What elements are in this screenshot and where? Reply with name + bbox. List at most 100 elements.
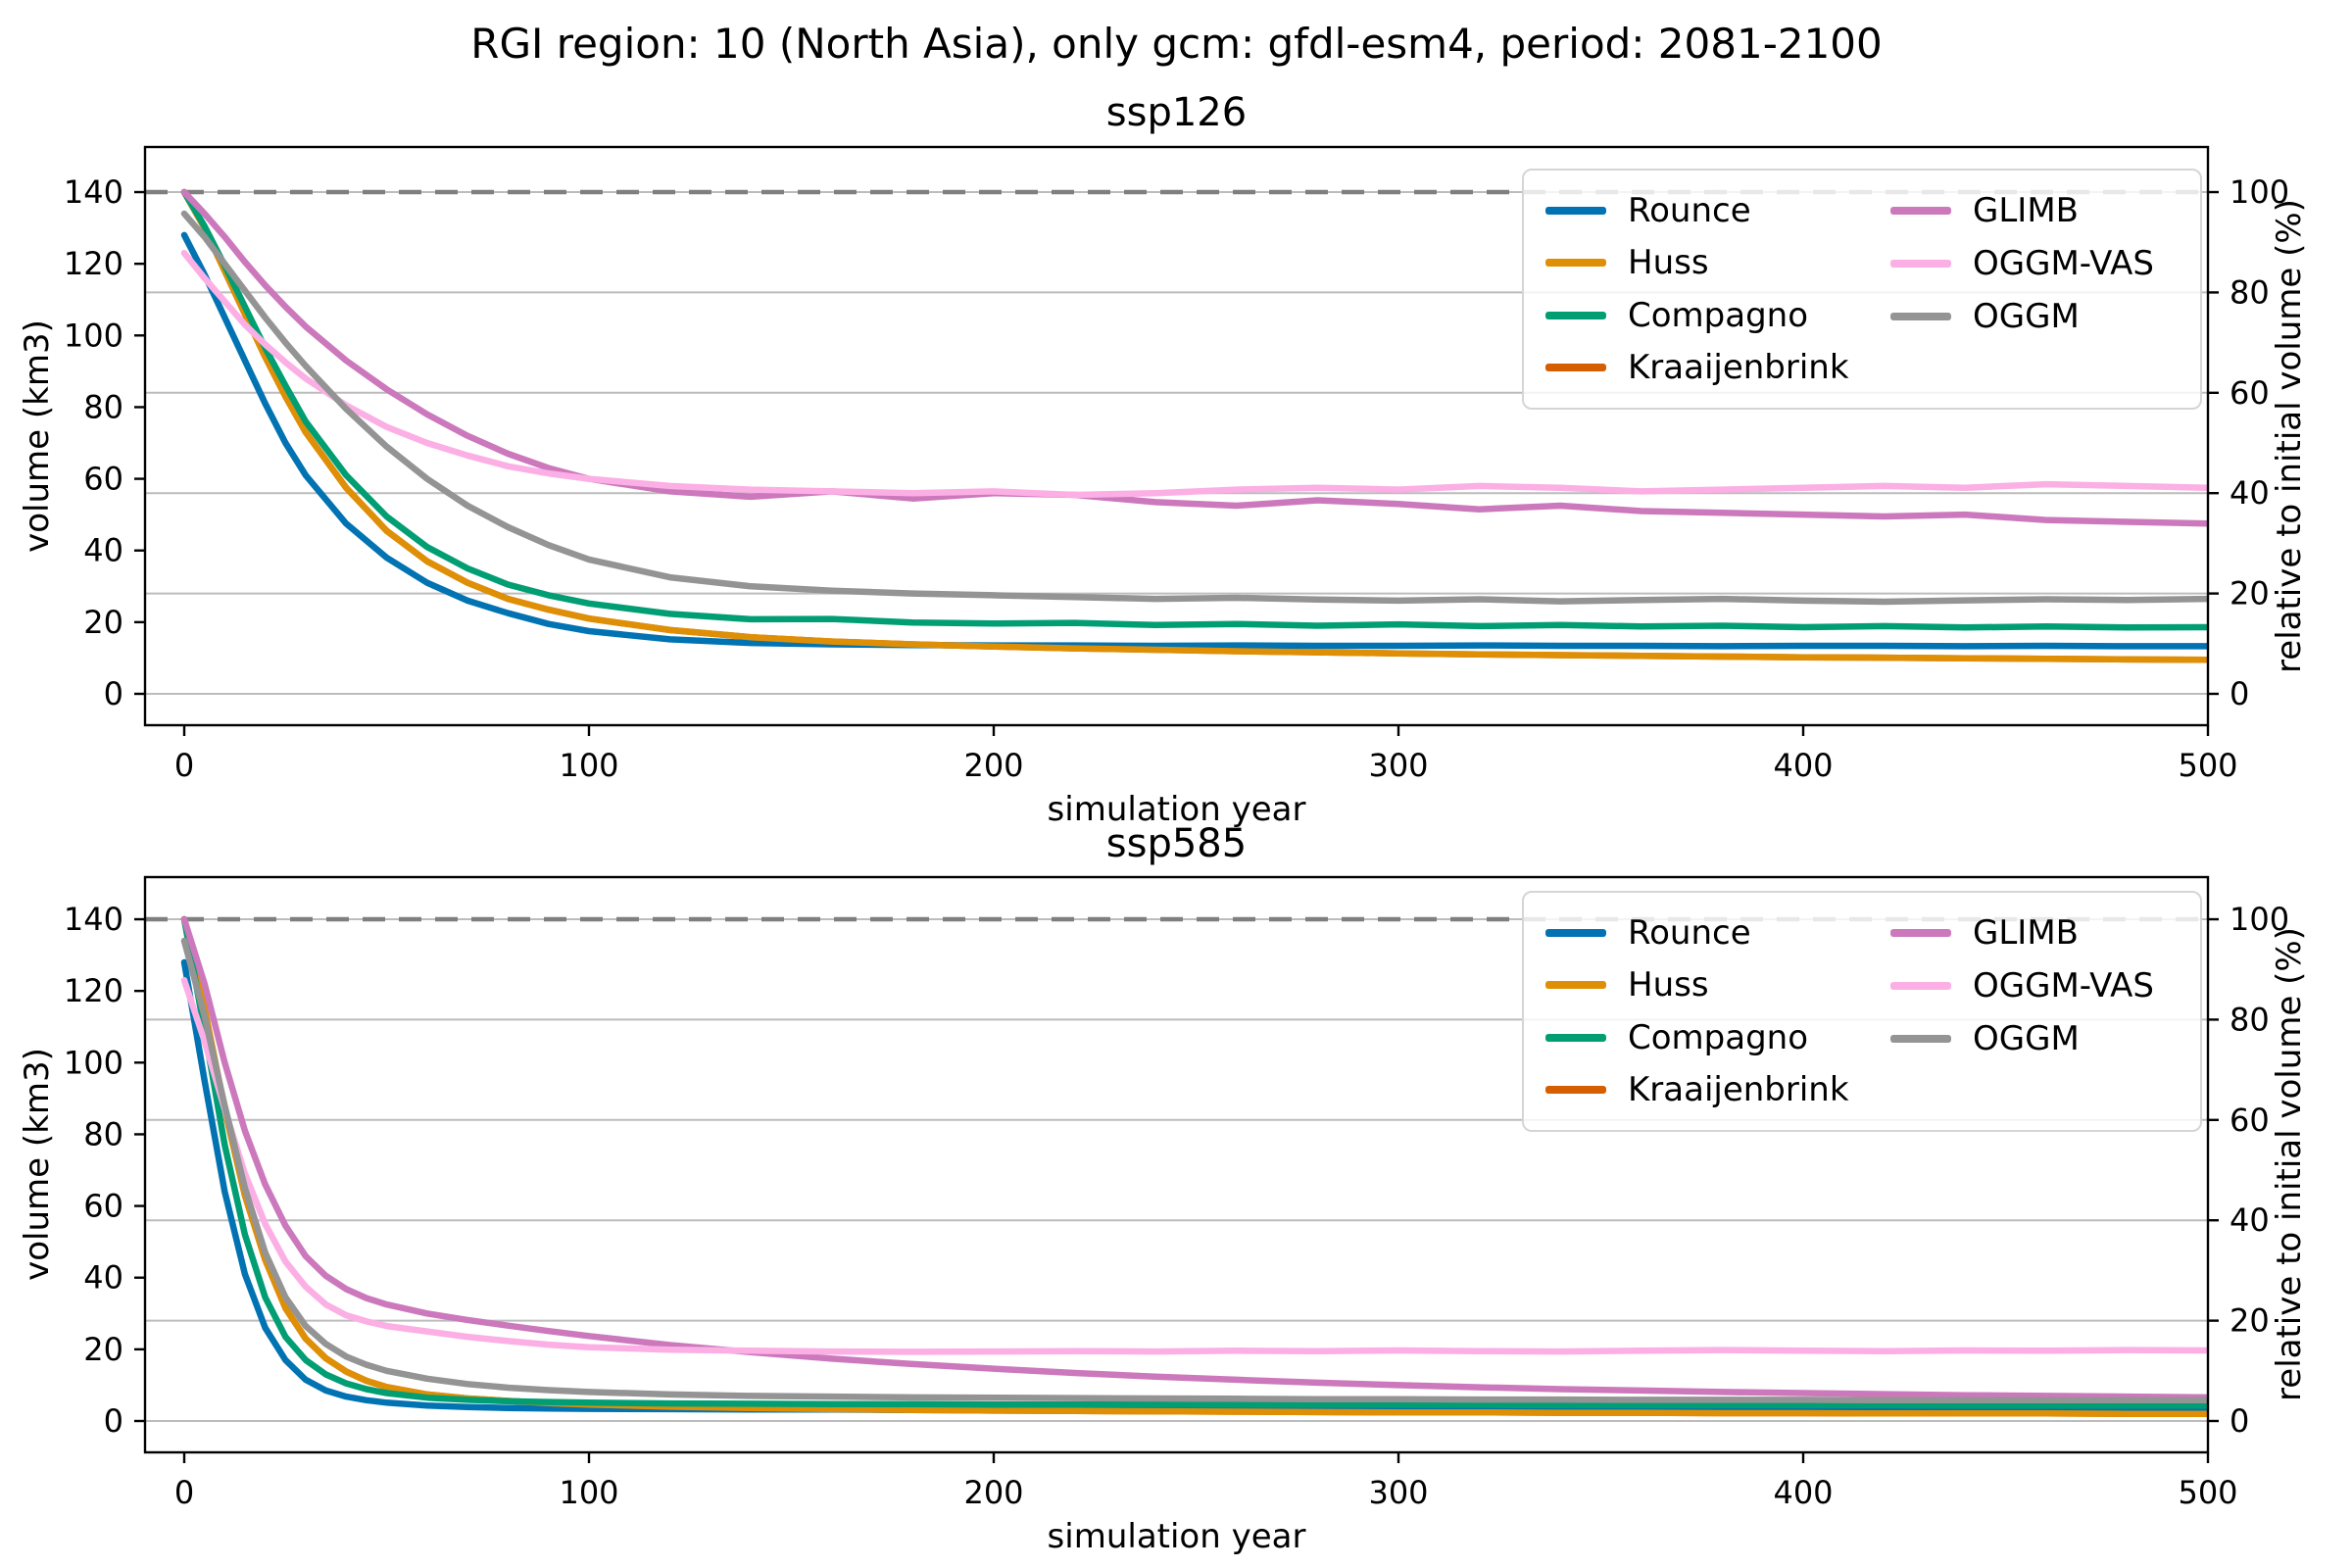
legend-label: Huss [1628, 243, 1709, 283]
tick-label: 20 [83, 1331, 123, 1368]
tick-label: 80 [83, 1115, 123, 1152]
legend-item-oggm-vas: OGGM-VAS [1890, 959, 2184, 1012]
tick-label: 0 [104, 675, 123, 712]
tick-label: 100 [64, 317, 123, 354]
figure-title: RGI region: 10 (North Asia), only gcm: g… [470, 20, 1883, 68]
legend-label: OGGM [1973, 1019, 2080, 1058]
tick-label: 60 [2230, 374, 2270, 412]
legend-label: Kraaijenbrink [1628, 348, 1849, 388]
legend-item-oggm: OGGM [1890, 1012, 2184, 1065]
legend-item-kraaijenbrink: Kraaijenbrink [1545, 342, 1890, 395]
legend-label: Huss [1628, 965, 1709, 1005]
legend-item-glimb: GLIMB [1890, 184, 2184, 237]
tick-label: 500 [2178, 1474, 2237, 1511]
tick-label: 0 [174, 747, 194, 784]
tick-label: 40 [83, 532, 123, 569]
tick-label: 120 [64, 972, 123, 1009]
legend-item-huss: Huss [1545, 237, 1890, 290]
kraaijenbrink-line-swatch [1545, 364, 1606, 372]
tick-label: 80 [2230, 1001, 2270, 1038]
chart-ssp585: 0 20 40 60 80 100 120 140 0 20 40 60 80 100 0 100 200 300… [64, 875, 2289, 1511]
tick-label: 20 [2230, 1302, 2270, 1340]
tick-label: 0 [2230, 675, 2249, 712]
series-line-oggm [180, 937, 2208, 1404]
legend-label: GLIMB [1973, 191, 2079, 230]
legend-label: Kraaijenbrink [1628, 1070, 1849, 1110]
series-line-huss [180, 915, 2208, 1417]
tick-label: 300 [1368, 1474, 1428, 1511]
chart-ssp126: 0 20 40 60 80 100 120 140 0 20 40 60 80 100 0 100 200 300… [64, 145, 2289, 784]
series-line-compagno [180, 188, 2208, 631]
legend-item-oggm-vas: OGGM-VAS [1890, 237, 2184, 290]
legend-label: OGGM-VAS [1973, 244, 2154, 283]
legend-bottom: Rounce Huss Compagno Kraaijenbrink GLIMB… [1522, 891, 2202, 1132]
subplot-title-ssp585: ssp585 [1105, 821, 1248, 866]
huss-line-swatch [1545, 259, 1606, 268]
tick-label: 60 [2230, 1102, 2270, 1139]
legend-label: Rounce [1628, 190, 1751, 230]
legend-item-compagno: Compagno [1545, 289, 1890, 342]
tick-label: 500 [2178, 747, 2237, 784]
rounce-line-swatch [1545, 206, 1606, 215]
tick-label: 40 [83, 1259, 123, 1297]
series-line-oggm-vas [180, 976, 2208, 1355]
legend-label: Rounce [1628, 912, 1751, 953]
legend-item-huss: Huss [1545, 959, 1890, 1012]
tick-label: 200 [963, 1474, 1023, 1511]
legend-label: Compagno [1628, 1017, 1809, 1057]
y-axis-label-right-top: relative to initial volume (%) [2270, 199, 2309, 673]
y-axis-label-left-top: volume (km3) [18, 319, 57, 553]
tick-label: 140 [64, 901, 123, 938]
oggm-line-swatch [1890, 1035, 1951, 1043]
legend-item-rounce: Rounce [1545, 906, 1890, 959]
tick-label: 60 [83, 461, 123, 498]
x-axis-label-bottom: simulation year [1047, 1517, 1306, 1556]
compagno-line-swatch [1545, 311, 1606, 319]
glimb-line-swatch [1890, 207, 1951, 215]
tick-label: 0 [174, 1474, 194, 1511]
tick-label: 40 [2230, 1201, 2270, 1239]
tick-label: 0 [104, 1402, 123, 1440]
oggm-line-swatch [1890, 313, 1951, 320]
tick-label: 120 [64, 245, 123, 282]
series-line-huss [180, 188, 2208, 663]
tick-label: 100 [64, 1044, 123, 1081]
tick-label: 20 [83, 604, 123, 641]
tick-label: 80 [2230, 273, 2270, 311]
legend-item-kraaijenbrink: Kraaijenbrink [1545, 1064, 1890, 1117]
tick-label: 100 [559, 747, 618, 784]
tick-label: 400 [1773, 1474, 1833, 1511]
tick-label: 140 [64, 173, 123, 211]
tick-label: 40 [2230, 474, 2270, 512]
series-line-oggm [180, 210, 2208, 606]
tick-label: 80 [83, 388, 123, 425]
tick-label: 60 [83, 1188, 123, 1225]
legend-label: Compagno [1628, 295, 1809, 335]
legend-label: OGGM-VAS [1973, 966, 2154, 1005]
legend-item-compagno: Compagno [1545, 1011, 1890, 1064]
legend-label: GLIMB [1973, 913, 2079, 953]
series-line-oggm-vas [180, 249, 2208, 499]
tick-label: 100 [2230, 901, 2289, 938]
plot-border [143, 875, 2210, 1454]
tick-label: 300 [1368, 747, 1428, 784]
rounce-line-swatch [1545, 928, 1606, 937]
legend-item-glimb: GLIMB [1890, 906, 2184, 959]
x-axis-label-top: simulation year [1047, 790, 1306, 829]
compagno-line-swatch [1545, 1033, 1606, 1042]
series-line-glimb [180, 915, 2208, 1401]
tick-label: 400 [1773, 747, 1833, 784]
subplot-title-ssp126: ssp126 [1105, 90, 1248, 135]
tick-label: 100 [2230, 173, 2289, 211]
tick-label: 200 [963, 747, 1023, 784]
legend-top: Rounce Huss Compagno Kraaijenbrink GLIMB… [1522, 169, 2202, 410]
legend-item-rounce: Rounce [1545, 184, 1890, 237]
tick-label: 0 [2230, 1402, 2249, 1440]
glimb-line-swatch [1890, 929, 1951, 937]
tick-label: 20 [2230, 575, 2270, 612]
huss-line-swatch [1545, 981, 1606, 990]
legend-item-oggm: OGGM [1890, 290, 2184, 343]
tick-label: 100 [559, 1474, 618, 1511]
